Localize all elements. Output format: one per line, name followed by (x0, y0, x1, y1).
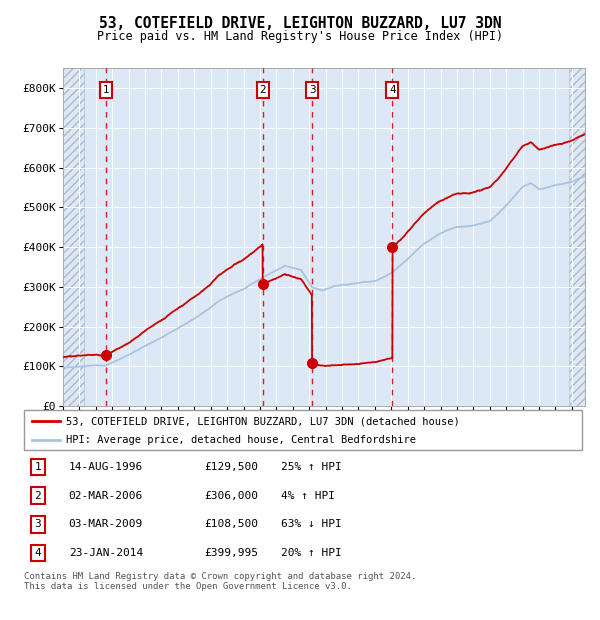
Text: 4% ↑ HPI: 4% ↑ HPI (281, 490, 335, 500)
Text: 53, COTEFIELD DRIVE, LEIGHTON BUZZARD, LU7 3DN: 53, COTEFIELD DRIVE, LEIGHTON BUZZARD, L… (99, 16, 501, 30)
Text: 3: 3 (308, 85, 315, 95)
Text: 1: 1 (103, 85, 109, 95)
Text: Contains HM Land Registry data © Crown copyright and database right 2024.
This d: Contains HM Land Registry data © Crown c… (24, 572, 416, 591)
Text: 23-JAN-2014: 23-JAN-2014 (68, 548, 143, 558)
Text: HPI: Average price, detached house, Central Bedfordshire: HPI: Average price, detached house, Cent… (66, 435, 416, 445)
Text: 25% ↑ HPI: 25% ↑ HPI (281, 462, 341, 472)
Text: Price paid vs. HM Land Registry's House Price Index (HPI): Price paid vs. HM Land Registry's House … (97, 30, 503, 43)
Text: £129,500: £129,500 (205, 462, 259, 472)
Text: £108,500: £108,500 (205, 520, 259, 529)
Text: 2: 2 (35, 490, 41, 500)
Text: 20% ↑ HPI: 20% ↑ HPI (281, 548, 341, 558)
Text: 63% ↓ HPI: 63% ↓ HPI (281, 520, 341, 529)
Text: 4: 4 (389, 85, 395, 95)
Text: 02-MAR-2006: 02-MAR-2006 (68, 490, 143, 500)
Text: 14-AUG-1996: 14-AUG-1996 (68, 462, 143, 472)
Text: £399,995: £399,995 (205, 548, 259, 558)
Text: 4: 4 (35, 548, 41, 558)
Text: £306,000: £306,000 (205, 490, 259, 500)
Text: 3: 3 (35, 520, 41, 529)
Text: 1: 1 (35, 462, 41, 472)
Text: 2: 2 (259, 85, 266, 95)
Text: 03-MAR-2009: 03-MAR-2009 (68, 520, 143, 529)
FancyBboxPatch shape (24, 410, 582, 449)
Text: 53, COTEFIELD DRIVE, LEIGHTON BUZZARD, LU7 3DN (detached house): 53, COTEFIELD DRIVE, LEIGHTON BUZZARD, L… (66, 417, 460, 427)
